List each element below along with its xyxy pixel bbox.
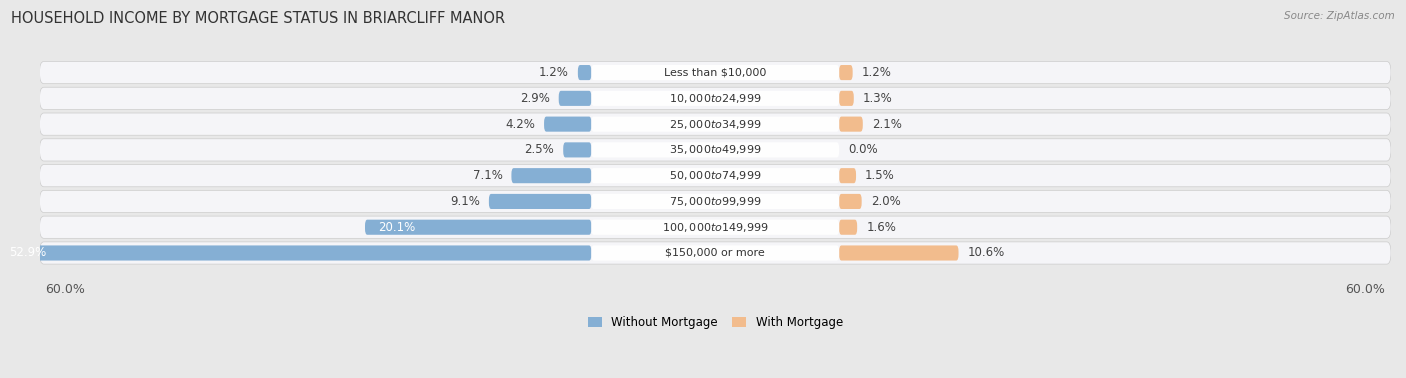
FancyBboxPatch shape <box>39 139 1391 161</box>
FancyBboxPatch shape <box>592 245 839 260</box>
Text: 52.9%: 52.9% <box>8 246 46 259</box>
FancyBboxPatch shape <box>39 242 1391 264</box>
FancyBboxPatch shape <box>592 220 839 235</box>
Text: 2.9%: 2.9% <box>520 92 550 105</box>
FancyBboxPatch shape <box>489 194 592 209</box>
FancyBboxPatch shape <box>592 91 839 106</box>
FancyBboxPatch shape <box>592 116 839 132</box>
Text: Source: ZipAtlas.com: Source: ZipAtlas.com <box>1284 11 1395 21</box>
FancyBboxPatch shape <box>839 194 862 209</box>
Text: Less than $10,000: Less than $10,000 <box>664 68 766 77</box>
FancyBboxPatch shape <box>839 116 863 132</box>
FancyBboxPatch shape <box>39 216 1391 238</box>
Legend: Without Mortgage, With Mortgage: Without Mortgage, With Mortgage <box>583 311 848 334</box>
Text: 1.2%: 1.2% <box>862 66 891 79</box>
Text: 2.0%: 2.0% <box>870 195 900 208</box>
FancyBboxPatch shape <box>592 168 839 183</box>
FancyBboxPatch shape <box>512 168 592 183</box>
Text: 2.1%: 2.1% <box>872 118 901 131</box>
Text: 7.1%: 7.1% <box>472 169 502 182</box>
FancyBboxPatch shape <box>0 245 592 260</box>
Text: $10,000 to $24,999: $10,000 to $24,999 <box>669 92 762 105</box>
FancyBboxPatch shape <box>592 143 839 158</box>
FancyBboxPatch shape <box>839 245 959 260</box>
Text: 1.6%: 1.6% <box>866 221 896 234</box>
FancyBboxPatch shape <box>39 164 1391 187</box>
FancyBboxPatch shape <box>544 116 592 132</box>
Text: 9.1%: 9.1% <box>450 195 479 208</box>
Text: 1.5%: 1.5% <box>865 169 894 182</box>
Text: $150,000 or more: $150,000 or more <box>665 248 765 258</box>
FancyBboxPatch shape <box>39 62 1391 84</box>
Text: 1.2%: 1.2% <box>538 66 569 79</box>
Text: 10.6%: 10.6% <box>967 246 1005 259</box>
FancyBboxPatch shape <box>39 191 1391 212</box>
FancyBboxPatch shape <box>839 91 853 106</box>
FancyBboxPatch shape <box>592 194 839 209</box>
Text: $75,000 to $99,999: $75,000 to $99,999 <box>669 195 762 208</box>
FancyBboxPatch shape <box>839 220 858 235</box>
Text: 2.5%: 2.5% <box>524 143 554 156</box>
Text: 20.1%: 20.1% <box>378 221 416 234</box>
Text: $25,000 to $34,999: $25,000 to $34,999 <box>669 118 762 131</box>
Text: 4.2%: 4.2% <box>505 118 536 131</box>
FancyBboxPatch shape <box>558 91 592 106</box>
FancyBboxPatch shape <box>39 87 1391 110</box>
FancyBboxPatch shape <box>839 168 856 183</box>
FancyBboxPatch shape <box>366 220 592 235</box>
FancyBboxPatch shape <box>839 65 852 80</box>
Text: 0.0%: 0.0% <box>848 143 877 156</box>
Text: 60.0%: 60.0% <box>1346 283 1385 296</box>
FancyBboxPatch shape <box>39 113 1391 135</box>
Text: 60.0%: 60.0% <box>45 283 84 296</box>
FancyBboxPatch shape <box>578 65 592 80</box>
Text: HOUSEHOLD INCOME BY MORTGAGE STATUS IN BRIARCLIFF MANOR: HOUSEHOLD INCOME BY MORTGAGE STATUS IN B… <box>11 11 505 26</box>
Text: 1.3%: 1.3% <box>863 92 893 105</box>
FancyBboxPatch shape <box>564 143 592 158</box>
Text: $35,000 to $49,999: $35,000 to $49,999 <box>669 143 762 156</box>
FancyBboxPatch shape <box>592 65 839 80</box>
Text: $50,000 to $74,999: $50,000 to $74,999 <box>669 169 762 182</box>
Text: $100,000 to $149,999: $100,000 to $149,999 <box>662 221 769 234</box>
